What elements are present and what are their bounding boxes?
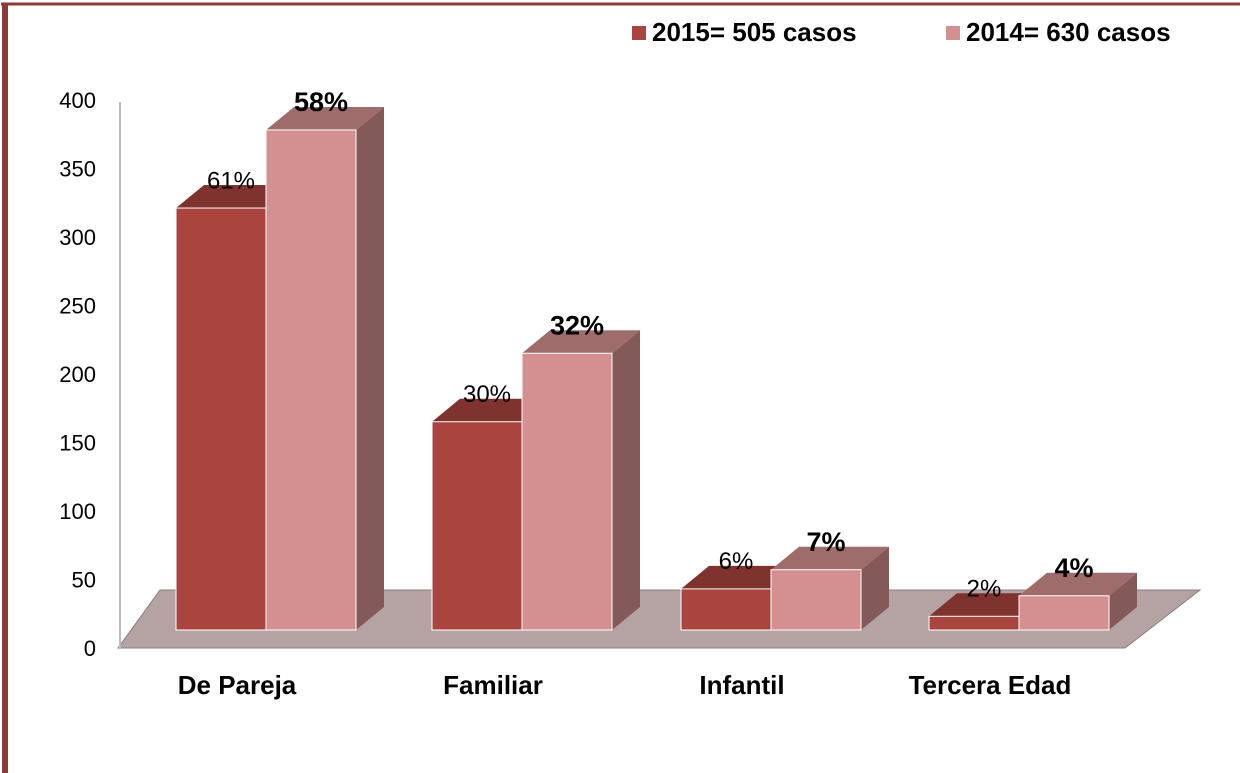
y-tick-label: 200 bbox=[59, 362, 96, 387]
y-tick-label: 350 bbox=[59, 156, 96, 181]
y-tick-label: 100 bbox=[59, 499, 96, 524]
legend-swatch bbox=[632, 26, 646, 40]
bar-top bbox=[771, 546, 889, 570]
bar bbox=[680, 588, 772, 631]
bar bbox=[521, 352, 613, 631]
y-tick-label: 400 bbox=[59, 88, 96, 113]
legend-swatch bbox=[946, 26, 960, 40]
y-tick-label: 300 bbox=[59, 225, 96, 250]
bar bbox=[265, 129, 357, 631]
value-label: 30% bbox=[463, 381, 511, 408]
value-label: 4% bbox=[1054, 553, 1093, 583]
y-tick-label: 150 bbox=[59, 430, 96, 455]
x-tick-label: Tercera Edad bbox=[909, 670, 1072, 700]
bar-top bbox=[1019, 572, 1137, 596]
bar-top bbox=[522, 330, 640, 354]
bar bbox=[770, 569, 862, 631]
value-label: 61% bbox=[207, 167, 255, 194]
value-label: 6% bbox=[719, 548, 754, 575]
y-tick-label: 0 bbox=[84, 636, 96, 661]
bar-side bbox=[861, 546, 889, 630]
y-tick-label: 250 bbox=[59, 293, 96, 318]
legend-label: 2015= 505 casos bbox=[652, 17, 857, 47]
x-tick-label: Infantil bbox=[699, 670, 784, 700]
bar-top bbox=[176, 185, 294, 209]
floor bbox=[117, 589, 1202, 649]
legend-label: 2014= 630 casos bbox=[966, 17, 1171, 47]
bar-top bbox=[432, 398, 550, 422]
value-label: 32% bbox=[550, 310, 604, 340]
value-label: 7% bbox=[806, 527, 845, 557]
bar-side bbox=[612, 330, 640, 630]
y-tick-label: 50 bbox=[72, 567, 96, 592]
bar bbox=[1018, 595, 1110, 631]
bar bbox=[175, 207, 267, 631]
value-label: 58% bbox=[294, 87, 348, 117]
x-tick-label: De Pareja bbox=[178, 670, 297, 700]
x-tick-label: Familiar bbox=[443, 670, 543, 700]
bar-top bbox=[929, 593, 1047, 617]
bar-side bbox=[356, 106, 384, 630]
value-label: 2% bbox=[967, 576, 1002, 603]
bar-top bbox=[681, 565, 799, 589]
bar-side bbox=[1109, 572, 1137, 630]
bar bbox=[431, 421, 523, 631]
bar-top bbox=[266, 106, 384, 130]
bar bbox=[928, 615, 1020, 631]
